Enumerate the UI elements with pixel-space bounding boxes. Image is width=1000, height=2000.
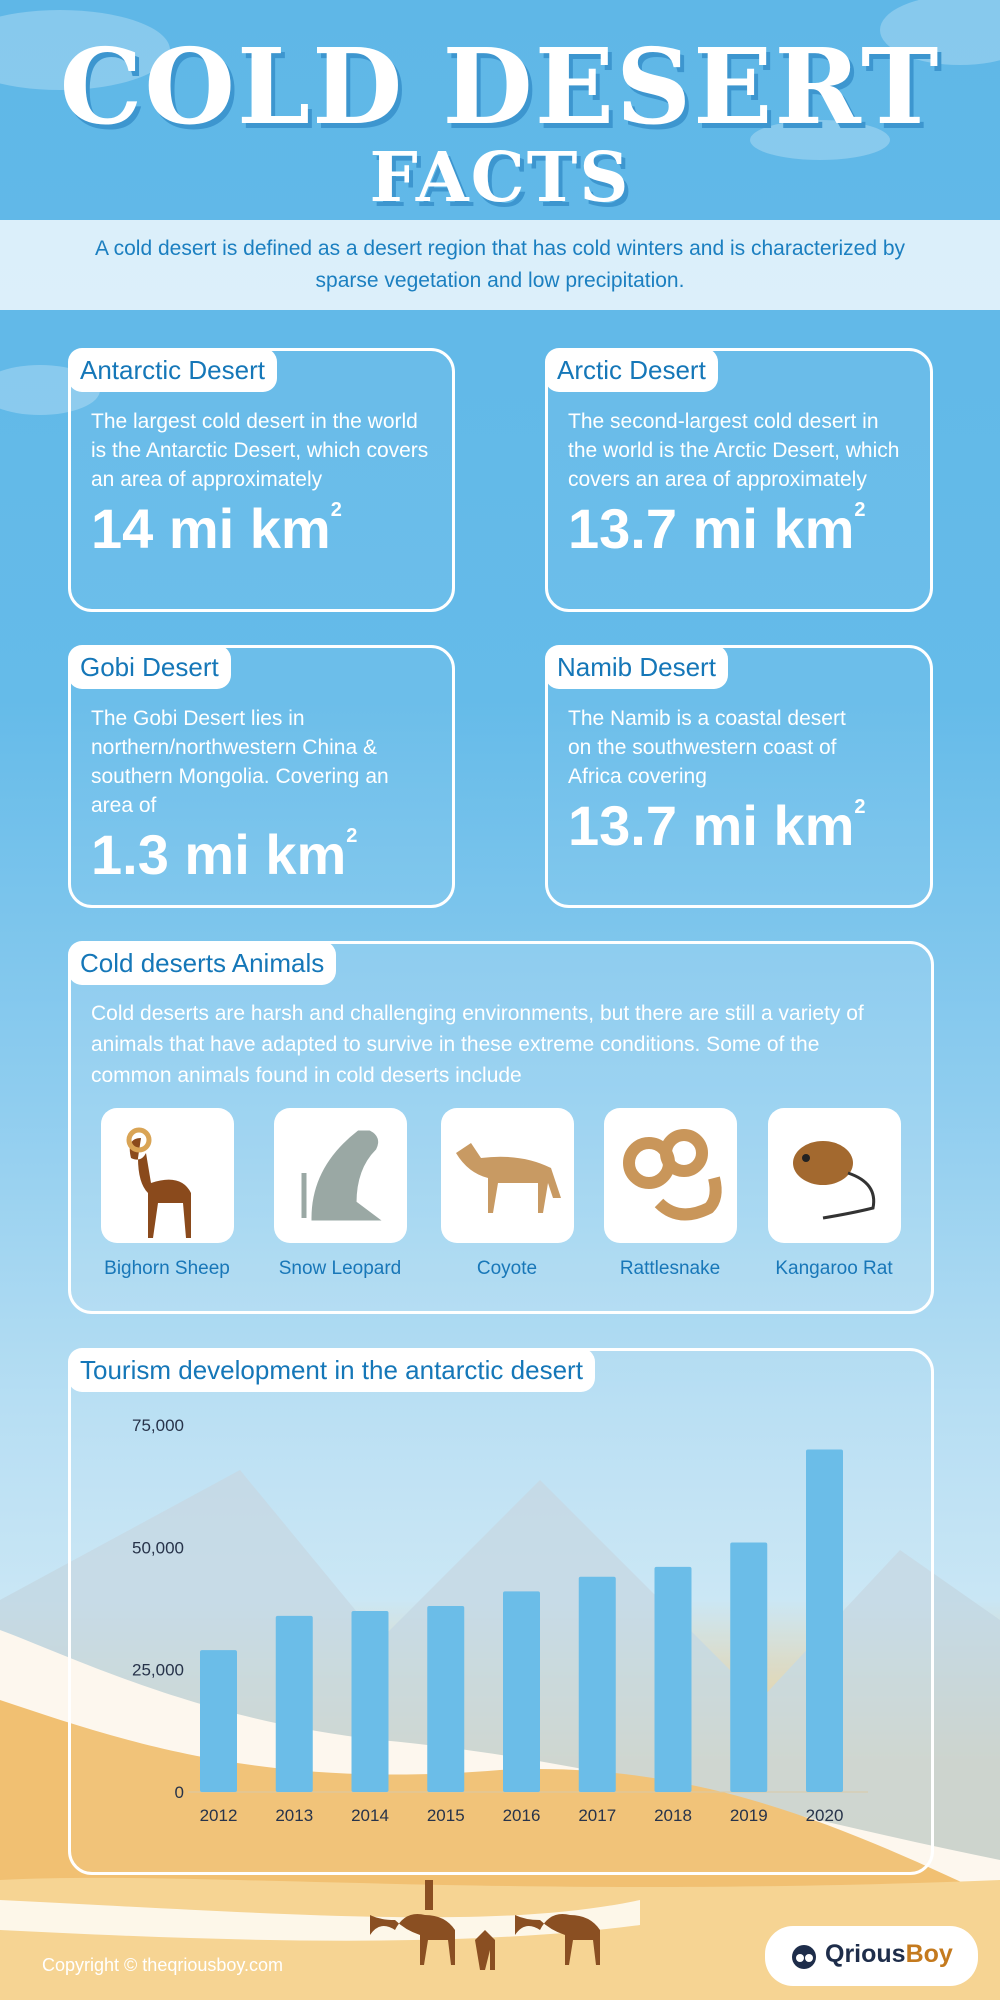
card-text: The Namib is a coastal desert on the sou… bbox=[568, 707, 846, 788]
x-tick-label: 2015 bbox=[427, 1806, 465, 1825]
bar-2020 bbox=[806, 1449, 843, 1792]
bar-2012 bbox=[200, 1650, 237, 1792]
coyote-icon bbox=[441, 1108, 574, 1243]
copyright-text: Copyright © theqriousboy.com bbox=[42, 1955, 284, 1975]
card-title: Antarctic Desert bbox=[68, 348, 277, 392]
x-tick-label: 2018 bbox=[654, 1806, 692, 1825]
bar-2017 bbox=[578, 1576, 616, 1792]
animals-text: Cold deserts are harsh and challenging e… bbox=[91, 1002, 864, 1087]
card-text: The Gobi Desert lies in northern/northwe… bbox=[91, 707, 389, 817]
animal-label: Kangaroo Rat bbox=[775, 1258, 893, 1279]
card-title: Arctic Desert bbox=[545, 348, 718, 392]
bar-2014 bbox=[351, 1610, 389, 1792]
chart-title: Tourism development in the antarctic des… bbox=[68, 1348, 595, 1392]
card-value: 13.7 mi km2 bbox=[568, 794, 866, 857]
qriousboy-face-icon bbox=[792, 1945, 816, 1969]
animal-label: Snow Leopard bbox=[278, 1258, 402, 1279]
card-title: Namib Desert bbox=[545, 645, 728, 689]
camel-caravan-illustration bbox=[370, 1880, 600, 1970]
y-tick-label: 0 bbox=[175, 1783, 184, 1802]
bighorn-sheep-icon bbox=[101, 1108, 234, 1243]
title-line-1: COLD DESERT bbox=[59, 25, 941, 148]
card-value: 1.3 mi km2 bbox=[91, 823, 358, 886]
animals-title: Cold deserts Animals bbox=[68, 941, 337, 985]
animal-label: Coyote bbox=[476, 1258, 538, 1279]
snow-leopard-icon bbox=[274, 1108, 407, 1243]
card-gobi-desert: Gobi Desert The Gobi Desert lies in nort… bbox=[68, 645, 455, 908]
x-tick-label: 2013 bbox=[275, 1806, 313, 1825]
intro-text: A cold desert is defined as a desert reg… bbox=[0, 220, 1000, 310]
dunes bbox=[0, 1630, 1000, 2000]
card-arctic-desert: Arctic Desert The second-largest cold de… bbox=[545, 348, 933, 612]
card-namib-desert: Namib Desert The Namib is a coastal dese… bbox=[545, 645, 933, 908]
x-tick-label: 2017 bbox=[578, 1806, 616, 1825]
card-text: The largest cold desert in the world is … bbox=[91, 410, 429, 491]
animal-label: Bighorn Sheep bbox=[104, 1258, 230, 1279]
y-tick-label: 25,000 bbox=[132, 1661, 184, 1680]
card-text: The second-largest cold desert in the wo… bbox=[568, 410, 900, 491]
rattlesnake-icon bbox=[604, 1108, 737, 1243]
x-tick-label: 2020 bbox=[806, 1806, 844, 1825]
title-line-2: FACTS bbox=[369, 138, 631, 218]
bar-2019 bbox=[730, 1542, 768, 1792]
y-tick-label: 50,000 bbox=[132, 1538, 184, 1557]
kangaroo-rat-icon bbox=[768, 1108, 901, 1243]
bar-2013 bbox=[275, 1615, 313, 1792]
bar-2018 bbox=[654, 1566, 692, 1792]
card-value: 14 mi km2 bbox=[91, 497, 342, 560]
card-value: 13.7 mi km2 bbox=[568, 497, 866, 560]
chart-card: Tourism development in the antarctic des… bbox=[68, 1348, 934, 1875]
card-title: Gobi Desert bbox=[68, 645, 231, 689]
bar-2016 bbox=[503, 1591, 540, 1792]
x-tick-label: 2014 bbox=[351, 1806, 389, 1825]
x-tick-label: 2012 bbox=[200, 1806, 238, 1825]
animal-label: Rattlesnake bbox=[619, 1258, 721, 1279]
tourism-bar-chart: 0 25,000 50,000 75,000 2012 2013 2014 2015 2016 2… bbox=[132, 1416, 868, 1825]
x-tick-label: 2019 bbox=[730, 1806, 768, 1825]
bar-2015 bbox=[427, 1606, 465, 1792]
y-tick-label: 75,000 bbox=[132, 1416, 184, 1435]
card-antarctic-desert: Antarctic Desert The largest cold desert… bbox=[68, 348, 455, 612]
qriousboy-logo[interactable]: QriousBoy bbox=[765, 1926, 978, 1986]
x-tick-label: 2016 bbox=[503, 1806, 541, 1825]
